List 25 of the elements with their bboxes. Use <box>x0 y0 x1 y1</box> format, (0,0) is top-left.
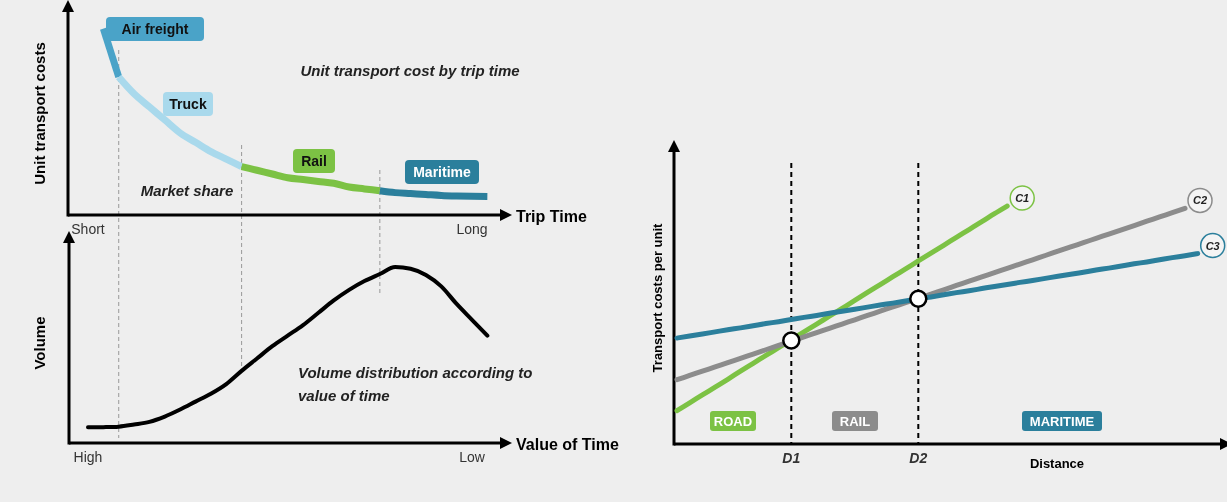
annotation: ROAD <box>713 414 753 429</box>
x-axis-title: Trip Time <box>516 208 587 225</box>
x-tick-label: D2 <box>909 450 928 466</box>
y-axis-title: Unit transport costs <box>31 42 48 185</box>
series-label: C2 <box>1192 194 1208 207</box>
annotation: MARITIME <box>1029 414 1095 429</box>
annotation: Unit transport cost by trip time <box>300 62 520 79</box>
x-tick-label: Long <box>456 221 488 237</box>
series-label: Air freight <box>121 21 189 37</box>
x-tick-label: Short <box>71 221 105 237</box>
x-tick-label: High <box>73 449 103 465</box>
x-tick-label: Low <box>459 449 486 465</box>
series-label: Maritime <box>413 164 471 180</box>
x-tick-label: D1 <box>782 450 801 466</box>
annotation: Volume distribution according to value of time <box>298 364 533 404</box>
series-label: C1 <box>1015 192 1030 204</box>
y-axis-title: Volume <box>31 316 48 370</box>
x-axis-title: Value of Time <box>516 436 619 453</box>
annotation: RAIL <box>839 414 871 429</box>
annotation: Market share <box>140 182 234 199</box>
series-label: Truck <box>169 96 207 112</box>
series-label: Rail <box>301 153 327 169</box>
x-axis-title: Distance <box>1029 456 1085 471</box>
y-axis-title: Transport costs per unit <box>650 222 665 373</box>
series-label: C3 <box>1205 239 1220 252</box>
